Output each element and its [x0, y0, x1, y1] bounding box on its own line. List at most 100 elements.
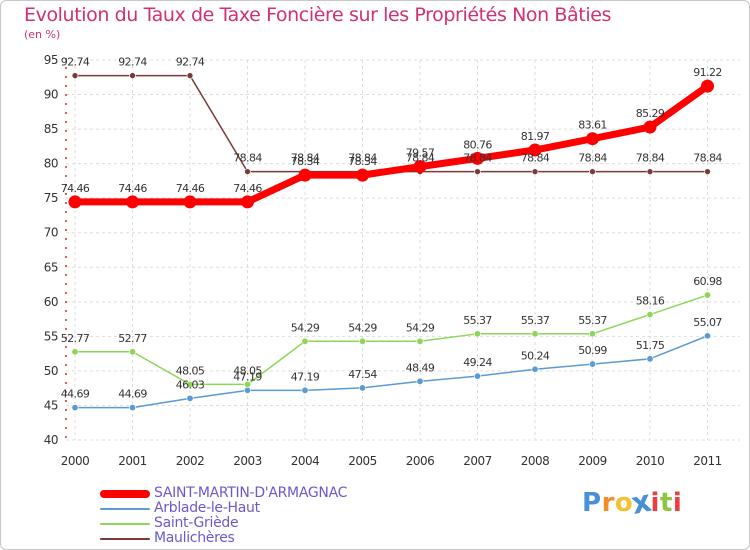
data-label: 50.99 [578, 344, 607, 357]
data-label: 78.84 [233, 152, 262, 165]
data-label: 85.29 [636, 107, 665, 120]
data-label: 44.69 [118, 388, 147, 401]
data-label: 78.84 [521, 152, 550, 165]
data-label: 81.97 [521, 130, 550, 143]
y-tick-label: 65 [44, 260, 58, 274]
data-point [129, 404, 137, 412]
x-tick-label: 2006 [406, 454, 435, 468]
data-point [241, 195, 254, 209]
data-point [646, 311, 654, 319]
y-tick-label: 60 [44, 295, 58, 309]
y-tick-label: 95 [44, 53, 58, 67]
data-point [244, 386, 252, 394]
data-label: 55.37 [521, 314, 550, 327]
series-layer [68, 72, 714, 412]
logo-letter: t [659, 488, 673, 518]
data-point [531, 330, 539, 338]
y-tick-label: 45 [44, 398, 58, 412]
series-line-2 [75, 294, 708, 386]
data-point [701, 79, 714, 93]
data-point [71, 348, 79, 356]
data-point [244, 380, 252, 388]
data-label: 49.24 [463, 356, 492, 369]
data-label: 44.69 [61, 388, 90, 401]
data-point [129, 72, 136, 79]
data-label: 51.75 [636, 339, 665, 352]
data-point [586, 132, 599, 146]
y-tick-label: 75 [44, 191, 58, 205]
data-label: 78.84 [348, 152, 377, 165]
data-point [471, 151, 484, 165]
data-point [531, 168, 539, 175]
data-label: 78.84 [578, 152, 607, 165]
label-layer: 74.46 74.46 74.46 74.46 78.34 78.34 79.57 80.76… [61, 56, 723, 401]
x-tick-label: 2011 [693, 454, 722, 468]
x-tick-label: 2003 [233, 454, 262, 468]
data-point [186, 72, 194, 79]
y-tick-label: 40 [44, 433, 58, 447]
data-label: 92.74 [61, 56, 90, 69]
data-label: 74.46 [118, 182, 147, 195]
data-point [588, 360, 596, 368]
data-point [643, 120, 657, 134]
data-point [186, 380, 194, 388]
data-label: 52.77 [118, 332, 147, 345]
data-label: 54.29 [291, 321, 320, 334]
data-point [356, 168, 369, 182]
logo-letter: P [582, 488, 602, 518]
data-label: 48.05 [176, 364, 205, 377]
legend-label: Maulichères [154, 530, 235, 546]
legend-entry: Saint-Griède [100, 516, 347, 531]
x-tick-label: 2000 [61, 454, 90, 468]
y-tick-label: 90 [44, 88, 58, 102]
axis-layer: 40 45 50 55 60 65 70 75 80 85 90 95 2000 2001 2002 2003… [44, 53, 723, 468]
data-point [183, 195, 197, 209]
legend: SAINT-MARTIN-D'ARMAGNAC Arblade-le-Haut Sa… [100, 486, 347, 546]
legend-entry: SAINT-MARTIN-D'ARMAGNAC [100, 486, 347, 501]
data-point [71, 72, 79, 79]
legend-entry: Arblade-le-Haut [100, 501, 347, 516]
data-point [528, 143, 542, 157]
data-label: 47.19 [291, 370, 320, 383]
data-label: 74.46 [233, 182, 262, 195]
data-point [301, 386, 309, 394]
legend-label: SAINT-MARTIN-D'ARMAGNAC [154, 485, 348, 501]
data-label: 55.37 [578, 314, 607, 327]
series-line-1 [75, 335, 708, 409]
data-point [473, 372, 481, 380]
data-label: 55.37 [463, 314, 492, 327]
data-label: 83.61 [578, 119, 607, 132]
unit-label: (en %) [24, 28, 61, 41]
logo-letter: i [672, 488, 683, 518]
logo-letter: r [601, 488, 615, 518]
data-point [703, 291, 711, 299]
data-label: 54.29 [348, 321, 377, 334]
data-label: 48.49 [406, 361, 435, 374]
data-label: 78.84 [406, 152, 435, 165]
data-label: 52.77 [61, 332, 90, 345]
data-point [129, 348, 137, 356]
grid-layer [66, 59, 740, 441]
logo-letter: o [614, 488, 634, 518]
data-point [301, 337, 309, 345]
data-point [531, 365, 539, 373]
data-label: 91.22 [693, 66, 722, 79]
data-point [588, 330, 596, 338]
legend-swatch [100, 537, 150, 540]
data-label: 74.46 [61, 182, 90, 195]
x-tick-label: 2004 [291, 454, 320, 468]
y-tick-label: 50 [44, 364, 58, 378]
data-label: 78.84 [636, 152, 665, 165]
legend-label: Saint-Griède [154, 515, 239, 531]
data-point [298, 168, 312, 182]
data-point [703, 332, 711, 340]
data-point [589, 168, 596, 175]
data-point [473, 330, 481, 338]
y-tick-label: 85 [44, 122, 58, 136]
data-point [358, 384, 366, 392]
data-point [126, 195, 139, 209]
data-point [358, 337, 366, 345]
x-tick-label: 2008 [521, 454, 550, 468]
y-tick-label: 55 [44, 329, 58, 343]
